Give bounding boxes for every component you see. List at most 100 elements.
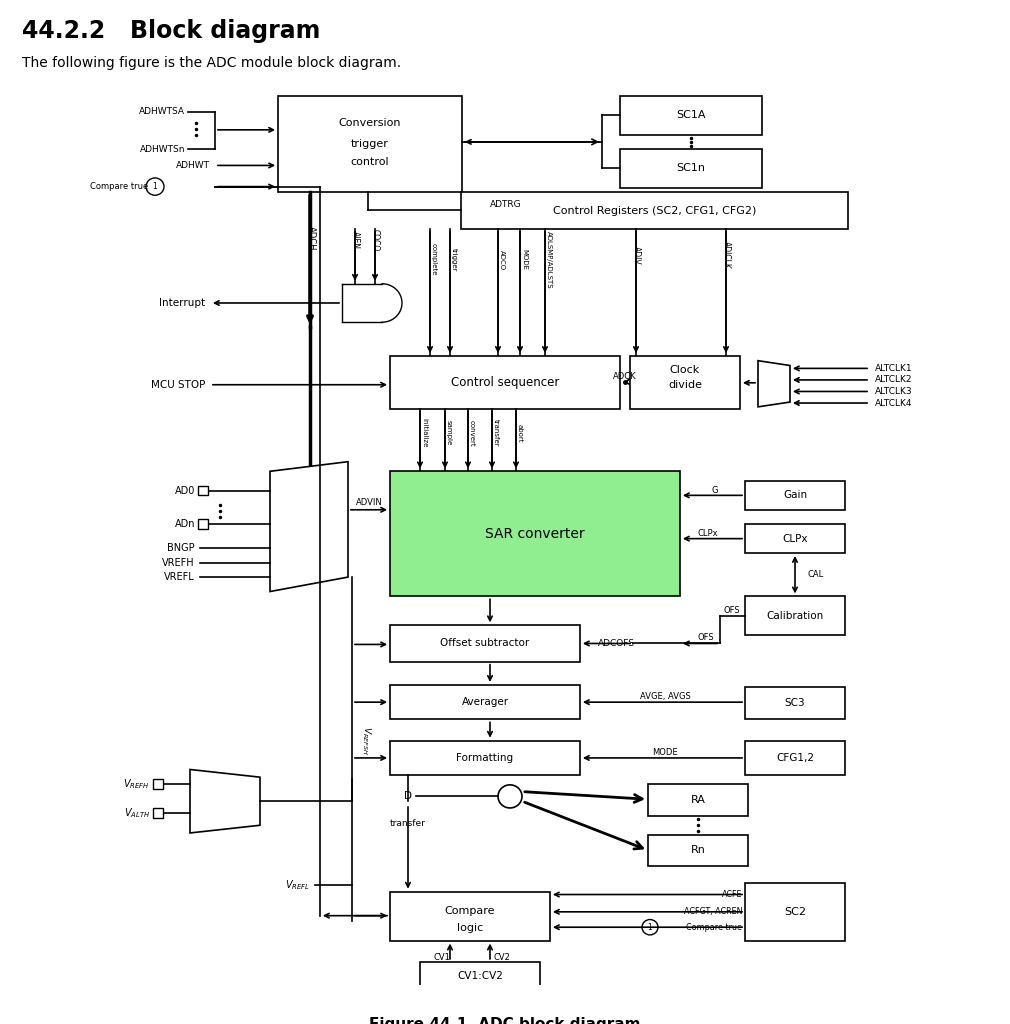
- Text: MODE: MODE: [521, 249, 527, 270]
- Bar: [198, 485, 208, 496]
- Bar: [630, 356, 740, 409]
- Text: ADICLK: ADICLK: [721, 241, 730, 269]
- Text: Block diagram: Block diagram: [130, 19, 320, 43]
- Text: Offset subtractor: Offset subtractor: [440, 639, 529, 648]
- Text: VREFL: VREFL: [165, 572, 195, 582]
- Text: Control Registers (SC2, CFG1, CFG2): Control Registers (SC2, CFG1, CFG2): [552, 206, 756, 216]
- Text: Figure 44-1. ADC block diagram: Figure 44-1. ADC block diagram: [370, 1017, 640, 1024]
- Text: abort: abort: [517, 424, 523, 442]
- Text: sample: sample: [446, 420, 452, 445]
- Bar: [390, 892, 550, 941]
- Polygon shape: [190, 769, 260, 833]
- Text: complete: complete: [431, 244, 437, 275]
- Text: AIEN: AIEN: [350, 231, 360, 250]
- Text: CLPx: CLPx: [697, 529, 718, 539]
- Bar: [648, 835, 748, 865]
- Text: ADCH: ADCH: [307, 226, 316, 251]
- Bar: [153, 779, 163, 788]
- Bar: [390, 685, 580, 720]
- Text: convert: convert: [469, 420, 475, 446]
- Text: G: G: [711, 486, 718, 495]
- Text: Interrupt: Interrupt: [159, 298, 205, 308]
- Text: transfer: transfer: [493, 419, 499, 446]
- Text: ADIV: ADIV: [631, 246, 640, 264]
- Text: logic: logic: [457, 924, 483, 933]
- Text: MODE: MODE: [652, 748, 678, 757]
- Text: VREFH: VREFH: [163, 558, 195, 567]
- Text: initialize: initialize: [421, 418, 427, 447]
- Text: ADn: ADn: [175, 519, 195, 529]
- Text: divide: divide: [668, 380, 702, 390]
- Text: Conversion: Conversion: [338, 118, 401, 128]
- Text: transfer: transfer: [390, 819, 426, 827]
- Text: Averager: Averager: [462, 697, 509, 708]
- Text: ALTCLK1: ALTCLK1: [875, 364, 913, 373]
- Text: BNGP: BNGP: [168, 544, 195, 553]
- Text: ACFGT, ACREN: ACFGT, ACREN: [684, 907, 742, 916]
- Text: CV1: CV1: [433, 952, 450, 962]
- Bar: [745, 740, 845, 775]
- Text: SAR converter: SAR converter: [485, 526, 585, 541]
- Text: MCU STOP: MCU STOP: [150, 380, 205, 390]
- Bar: [620, 150, 762, 187]
- Text: AVGE, AVGS: AVGE, AVGS: [639, 692, 691, 700]
- Text: CV1:CV2: CV1:CV2: [458, 972, 503, 981]
- Text: 1: 1: [153, 182, 158, 191]
- Bar: [420, 962, 540, 990]
- Text: control: control: [350, 157, 389, 167]
- Text: CAL: CAL: [808, 570, 824, 580]
- Text: trigger: trigger: [451, 248, 457, 271]
- Text: ADTRG: ADTRG: [490, 200, 521, 209]
- Text: trigger: trigger: [351, 139, 389, 150]
- Text: ADHWT: ADHWT: [176, 161, 210, 170]
- Bar: [198, 519, 208, 529]
- Bar: [390, 356, 620, 409]
- Text: 44.2.2: 44.2.2: [22, 19, 105, 43]
- Text: ALTCLK2: ALTCLK2: [875, 376, 912, 384]
- Text: ADCK: ADCK: [613, 372, 637, 381]
- Text: Compare true: Compare true: [90, 182, 148, 191]
- Text: ALTCLK3: ALTCLK3: [875, 387, 913, 396]
- Text: CLPx: CLPx: [783, 534, 808, 544]
- Bar: [390, 740, 580, 775]
- Text: SC3: SC3: [785, 698, 805, 709]
- Text: ACFE: ACFE: [721, 890, 742, 899]
- Text: ADCOFS: ADCOFS: [598, 639, 635, 648]
- Text: ADHWTSn: ADHWTSn: [139, 144, 185, 154]
- Text: COCO: COCO: [371, 229, 380, 252]
- Text: SC2: SC2: [784, 907, 806, 916]
- Bar: [648, 784, 748, 816]
- Bar: [745, 596, 845, 635]
- Text: Gain: Gain: [783, 490, 807, 501]
- Text: $V_{REFH}$: $V_{REFH}$: [123, 777, 150, 791]
- Text: AD0: AD0: [175, 485, 195, 496]
- Text: Control sequencer: Control sequencer: [450, 376, 560, 389]
- Text: The following figure is the ADC module block diagram.: The following figure is the ADC module b…: [22, 55, 401, 70]
- Text: ADLSMP/ADLSTS: ADLSMP/ADLSTS: [546, 230, 552, 289]
- Polygon shape: [270, 462, 348, 592]
- Text: ADCO: ADCO: [499, 250, 505, 269]
- Polygon shape: [758, 360, 790, 407]
- Bar: [620, 96, 762, 135]
- Text: Compare: Compare: [444, 906, 495, 915]
- Text: ADHWTSA: ADHWTSA: [139, 108, 185, 116]
- Text: ALTCLK4: ALTCLK4: [875, 398, 912, 408]
- Bar: [390, 471, 680, 596]
- Text: $V_{REFSH}$: $V_{REFSH}$: [360, 726, 373, 755]
- Text: Compare true: Compare true: [686, 923, 742, 932]
- Bar: [390, 626, 580, 662]
- Text: Calibration: Calibration: [767, 610, 823, 621]
- Text: RA: RA: [691, 795, 705, 805]
- Text: ADVIN: ADVIN: [356, 498, 383, 507]
- Bar: [745, 524, 845, 553]
- Text: OFS: OFS: [697, 633, 714, 642]
- Text: 1: 1: [647, 923, 652, 932]
- Text: SC1A: SC1A: [677, 111, 706, 121]
- Text: SC1n: SC1n: [677, 163, 706, 173]
- Bar: [153, 808, 163, 817]
- Text: $V_{ALTH}$: $V_{ALTH}$: [124, 806, 150, 819]
- Text: D: D: [404, 792, 412, 802]
- Text: CV2: CV2: [494, 952, 510, 962]
- Text: $V_{REFL}$: $V_{REFL}$: [285, 878, 310, 892]
- Text: Formatting: Formatting: [457, 753, 513, 763]
